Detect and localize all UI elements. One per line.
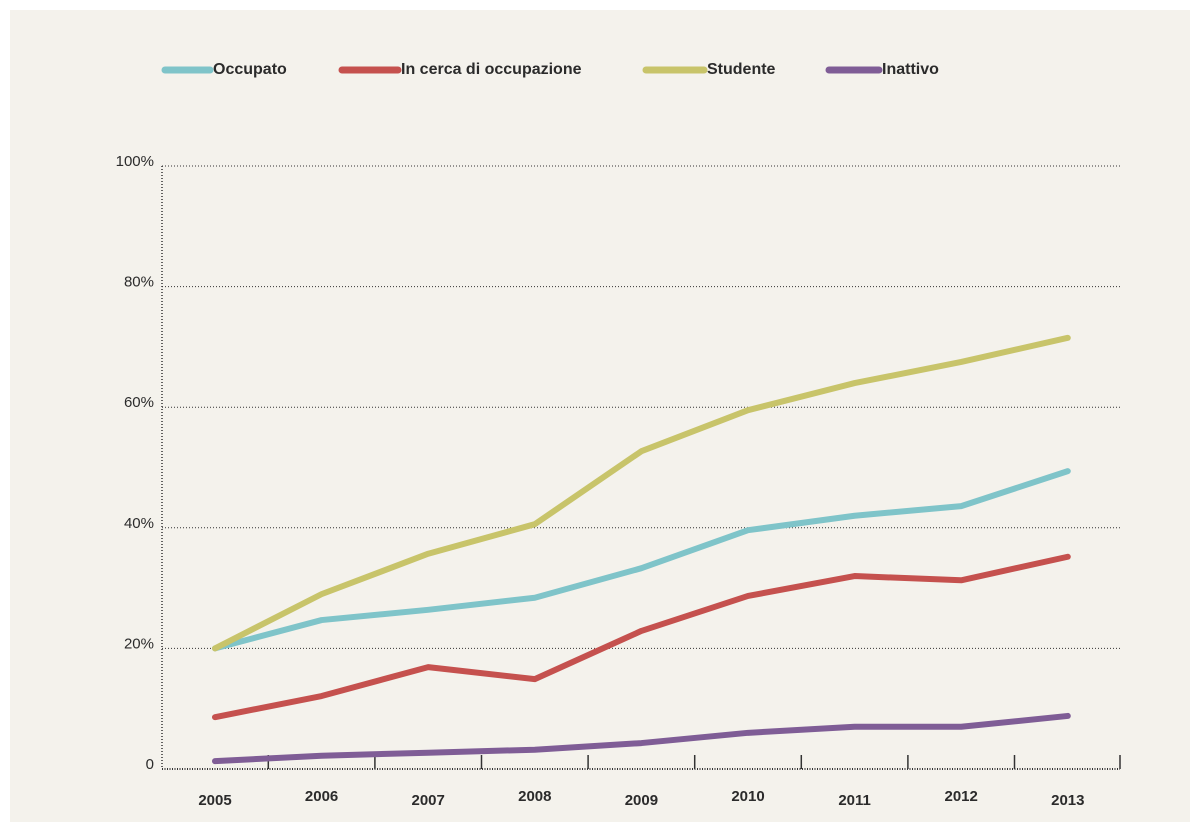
x-tick-label: 2010 bbox=[731, 788, 764, 805]
legend-label: Occupato bbox=[213, 61, 287, 78]
x-tick-label: 2009 bbox=[625, 792, 658, 809]
x-tick-label: 2008 bbox=[518, 788, 551, 805]
chart-background bbox=[10, 10, 1190, 822]
x-tick-label: 2007 bbox=[412, 792, 445, 809]
y-tick-label: 60% bbox=[124, 394, 154, 411]
series-line bbox=[212, 553, 1071, 721]
legend-label: In cerca di occupazione bbox=[401, 61, 582, 78]
y-tick-label: 40% bbox=[124, 515, 154, 532]
y-tick-label: 0 bbox=[146, 756, 154, 773]
x-tick-label: 2012 bbox=[945, 788, 978, 805]
x-tick-label: 2005 bbox=[198, 792, 231, 809]
x-tick-label: 2011 bbox=[838, 792, 871, 809]
x-tick-label: 2013 bbox=[1051, 792, 1084, 809]
legend-label: Inattivo bbox=[882, 61, 939, 78]
y-tick-label: 80% bbox=[124, 274, 154, 291]
x-tick-label: 2006 bbox=[305, 788, 338, 805]
series-line bbox=[212, 334, 1071, 652]
series-line bbox=[212, 468, 1071, 652]
legend-label: Studente bbox=[707, 61, 776, 78]
y-tick-label: 100% bbox=[116, 153, 154, 170]
y-tick-label: 20% bbox=[124, 635, 154, 652]
series-line bbox=[212, 712, 1071, 765]
